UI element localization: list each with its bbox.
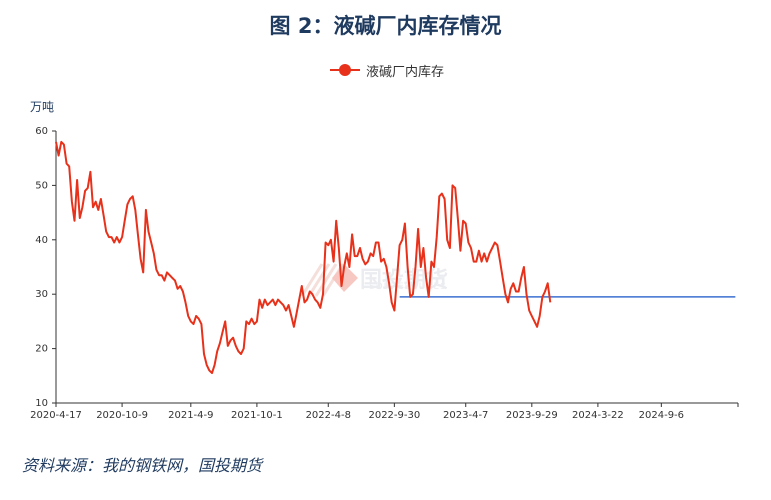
- chart-title: 图 2：液碱厂内库存情况: [269, 14, 502, 38]
- y-tick-label: 40: [35, 235, 48, 246]
- axes: [55, 131, 738, 404]
- watermark-text: 国投期货: [360, 268, 449, 293]
- y-axis-unit: 万吨: [30, 100, 55, 114]
- source-note: 资料来源：我的钢铁网，国投期货: [22, 456, 263, 475]
- watermark-subtext: SDIC FUTURES: [369, 282, 447, 292]
- series-line-inventory: [55, 140, 552, 375]
- y-tick-label: 20: [35, 344, 48, 355]
- x-tick-label: 2021-4-9: [168, 410, 213, 421]
- x-tick-label: 2024-3-22: [572, 410, 624, 421]
- y-tick-label: 30: [35, 289, 48, 300]
- x-tick-label: 2020-10-9: [96, 410, 148, 421]
- y-tick-label: 50: [35, 180, 48, 191]
- x-tick-label: 2023-9-29: [506, 410, 558, 421]
- legend-label: 液碱厂内库存: [366, 64, 445, 80]
- legend[interactable]: 液碱厂内库存: [330, 60, 444, 80]
- x-tick-label: 2022-9-30: [368, 410, 420, 421]
- x-tick-label: 2024-9-6: [639, 410, 684, 421]
- x-tick-label: 2021-10-1: [231, 410, 283, 421]
- x-tick-label: 2022-4-8: [306, 410, 351, 421]
- x-tick-label: 2023-4-7: [443, 410, 488, 421]
- legend-swatch: [330, 64, 360, 76]
- x-ticks: 2020-4-17 2020-10-9 2021-4-9 2021-10-1 2022-…: [30, 403, 739, 421]
- logo-icon: [300, 258, 360, 298]
- y-tick-label: 60: [35, 126, 48, 137]
- y-ticks: 10 20 30 40 50 60: [35, 126, 56, 409]
- x-tick-label: 2020-4-17: [30, 410, 82, 421]
- watermark-logo: 国投期货 SDIC FUTURES: [300, 258, 448, 298]
- y-tick-label: 10: [35, 398, 48, 409]
